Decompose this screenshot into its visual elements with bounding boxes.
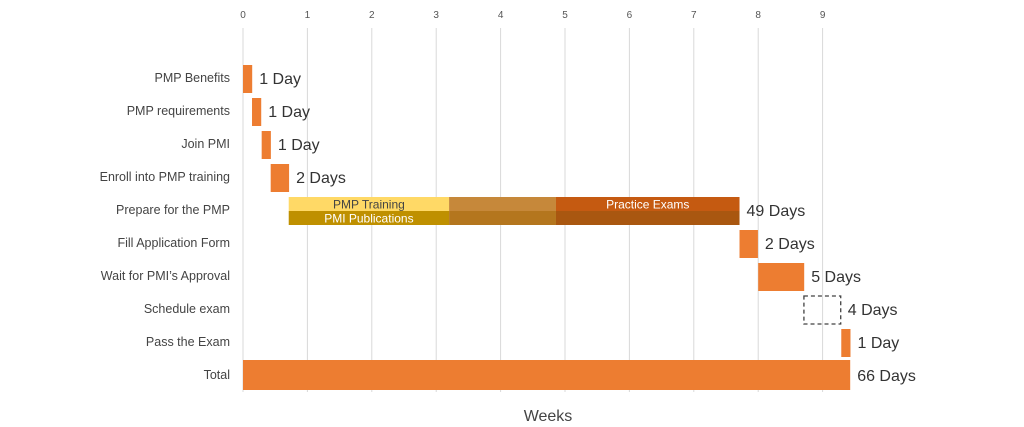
task-labels: PMP Benefits PMP requirements Join PMI Enro… xyxy=(100,71,230,382)
duration-label: 4 Days xyxy=(848,302,898,319)
bar-segment xyxy=(555,211,740,225)
duration-label: 2 Days xyxy=(296,170,346,187)
duration-labels: 1 Day 1 Day 1 Day 2 Days 49 Days 2 Days 5 Days… xyxy=(259,71,916,385)
task-bar xyxy=(739,230,758,258)
task-bar xyxy=(252,98,262,126)
duration-label: 66 Days xyxy=(857,368,916,385)
task-bar xyxy=(243,360,851,390)
task-bar xyxy=(270,164,290,192)
task-label: Fill Application Form xyxy=(117,236,230,250)
task-bar xyxy=(841,329,851,357)
duration-label: 5 Days xyxy=(811,269,861,286)
task-label: Prepare for the PMP xyxy=(116,203,230,217)
x-tick-label: 5 xyxy=(562,10,568,21)
duration-label: 1 Day xyxy=(278,137,320,154)
duration-label: 1 Day xyxy=(857,335,899,352)
segment-label: Practice Exams xyxy=(606,198,689,212)
bar-segment xyxy=(288,197,450,211)
bar-segment xyxy=(449,211,556,225)
x-tick-label: 3 xyxy=(433,10,439,21)
x-tick-labels: 0 1 2 3 4 5 6 7 8 9 xyxy=(240,10,826,21)
task-label: Join PMI xyxy=(181,137,230,151)
task-label: Schedule exam xyxy=(144,302,230,316)
x-tick-label: 9 xyxy=(820,10,826,21)
task-label: PMP requirements xyxy=(127,104,230,118)
task-label: Wait for PMI’s Approval xyxy=(101,269,230,283)
task-bar xyxy=(758,263,805,291)
duration-label: 2 Days xyxy=(765,236,815,253)
task-bar xyxy=(261,131,271,159)
task-label: Enroll into PMP training xyxy=(100,170,230,184)
bar-segment xyxy=(449,197,556,211)
duration-label: 1 Day xyxy=(268,104,310,121)
bar-segment xyxy=(288,211,450,225)
duration-label: 1 Day xyxy=(259,71,301,88)
duration-label: 49 Days xyxy=(747,203,806,220)
segment-label: PMI Publications xyxy=(324,212,413,226)
x-axis-title: Weeks xyxy=(524,408,573,425)
bar-segment xyxy=(555,197,740,211)
x-tick-label: 2 xyxy=(369,10,375,21)
segment-label: PMP Training xyxy=(333,198,405,212)
x-tick-label: 4 xyxy=(498,10,504,21)
task-label: PMP Benefits xyxy=(154,71,230,85)
x-tick-label: 8 xyxy=(755,10,761,21)
task-bar xyxy=(243,65,253,93)
x-tick-label: 0 xyxy=(240,10,246,21)
task-label: Total xyxy=(204,368,230,382)
x-tick-label: 6 xyxy=(627,10,633,21)
x-tick-label: 1 xyxy=(305,10,311,21)
x-tick-label: 7 xyxy=(691,10,697,21)
bar-placeholder xyxy=(803,295,842,325)
task-label: Pass the Exam xyxy=(146,335,230,349)
